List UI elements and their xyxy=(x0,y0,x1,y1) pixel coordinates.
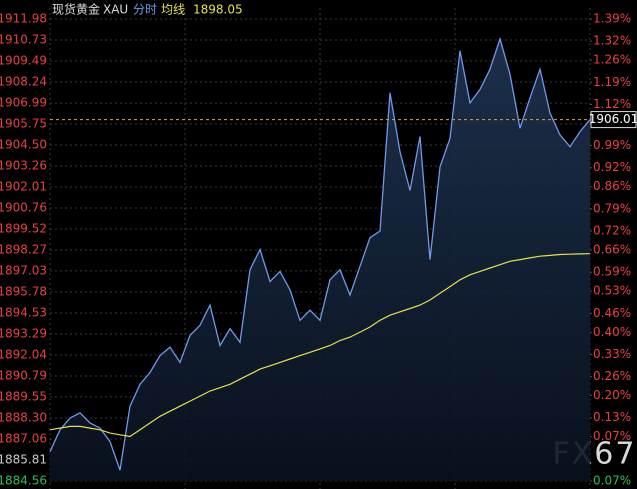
avg-line xyxy=(49,253,591,438)
y2-tick-label: 0.86% xyxy=(593,179,631,193)
y2-tick-label: 0.13% xyxy=(593,410,631,424)
title: 现货黄金 xyxy=(52,2,100,17)
y-tick-label: 1903.26 xyxy=(0,158,47,172)
y-tick-label: 1908.24 xyxy=(0,75,47,89)
y-tick-label: 1892.04 xyxy=(0,347,47,361)
y-tick-label: 1889.55 xyxy=(0,389,47,403)
y-tick-label: 1888.30 xyxy=(0,410,47,424)
y-tick-label: 1899.52 xyxy=(0,221,47,235)
y2-tick-label: 0.92% xyxy=(593,160,631,174)
avg-value: 1898.05 xyxy=(193,3,243,17)
y2-tick-label: 0.46% xyxy=(593,306,631,320)
y-tick-label: 1893.29 xyxy=(0,326,47,340)
subtitle: XAU xyxy=(103,3,128,17)
y2-tick-label: 0.66% xyxy=(593,243,631,257)
y-tick-label: 1905.75 xyxy=(0,116,47,130)
y-tick-label: 1900.76 xyxy=(0,201,47,215)
y2-tick-label: 0.07% xyxy=(593,429,631,443)
y-tick-label: 1884.56 xyxy=(0,474,47,488)
y-tick-label: 1909.49 xyxy=(0,53,47,67)
last-price-box xyxy=(590,111,637,129)
price-line xyxy=(49,36,591,471)
y2-tick-label: 0.26% xyxy=(593,369,631,383)
y-tick-label: 1885.81 xyxy=(0,452,47,466)
last-price-label: 1906.01 xyxy=(589,112,637,126)
y-tick-label: 1911.98 xyxy=(0,12,47,26)
y2-tick-label: 1.32% xyxy=(593,34,631,48)
y2-tick-label: 0.40% xyxy=(593,325,631,339)
y2-tick-label: 0.72% xyxy=(593,224,631,238)
y2-tick-label: 0.59% xyxy=(593,265,631,279)
y2-tick-label: 1.26% xyxy=(593,53,631,67)
y-tick-label: 1887.06 xyxy=(0,431,47,445)
y-tick-label: 1895.78 xyxy=(0,284,47,298)
y2-tick-label: 0.20% xyxy=(593,388,631,402)
y2-tick-label: 1.12% xyxy=(593,97,631,111)
y2-tick-label: 1.39% xyxy=(593,12,631,26)
y-tick-label: 1898.27 xyxy=(0,243,47,257)
y-tick-label: 1902.01 xyxy=(0,179,47,193)
y2-tick-label: 0.99% xyxy=(593,138,631,152)
y2-tick-label: 0.53% xyxy=(593,284,631,298)
y-tick-label: 1906.99 xyxy=(0,96,47,110)
legend-avg: 均线 xyxy=(161,3,185,17)
y2-tick-label: 0.33% xyxy=(593,347,631,361)
y-tick-label: 1890.79 xyxy=(0,369,47,383)
y-tick-label: 1897.03 xyxy=(0,263,47,277)
y-tick-label: 1904.50 xyxy=(0,138,47,152)
price-area xyxy=(50,38,590,482)
y2-tick-label: 1.19% xyxy=(593,75,631,89)
y2-tick-label: 0.79% xyxy=(593,201,631,215)
y2-tick-label: 0.07% xyxy=(593,474,631,488)
y-tick-label: 1910.73 xyxy=(0,33,47,47)
y-tick-label: 1894.53 xyxy=(0,306,47,320)
legend-price: 分时 xyxy=(133,3,157,17)
